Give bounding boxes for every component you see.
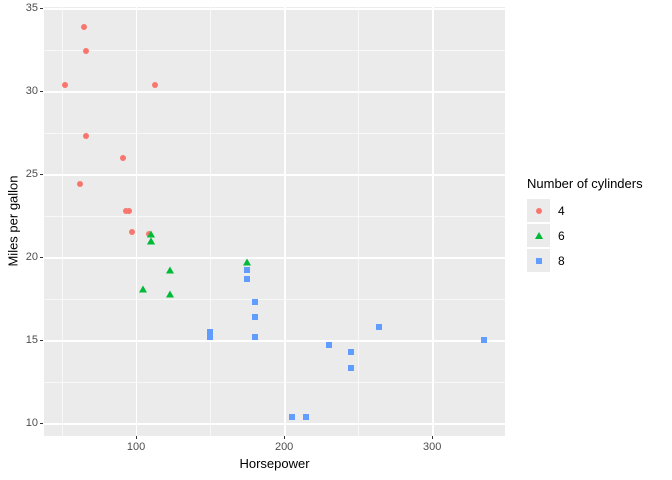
- x-tick-label: 100: [126, 441, 146, 453]
- data-point-4cyl: [81, 23, 88, 30]
- data-point-8cyl: [244, 267, 251, 274]
- data-point-6cyl: [166, 266, 175, 274]
- y-tick-mark: [40, 423, 43, 425]
- data-point-8cyl: [347, 365, 354, 372]
- y-tick-mark: [40, 174, 43, 176]
- data-point-8cyl: [251, 313, 258, 320]
- y-tick-mark: [40, 257, 43, 259]
- data-point-8cyl: [303, 413, 310, 420]
- plot-panel: [44, 7, 505, 436]
- data-point-4cyl: [61, 81, 68, 88]
- gridline: [44, 91, 505, 93]
- data-point-6cyl: [139, 285, 148, 293]
- y-tick-mark: [40, 91, 43, 93]
- x-tick-label: 200: [274, 441, 294, 453]
- legend-title: Number of cylinders: [527, 176, 643, 191]
- legend: Number of cylinders 4 6 8: [527, 176, 643, 274]
- data-point-8cyl: [347, 348, 354, 355]
- y-tick-mark: [40, 340, 43, 342]
- data-point-4cyl: [152, 81, 159, 88]
- data-point-8cyl: [207, 328, 214, 335]
- y-tick-label: 20: [25, 251, 38, 264]
- legend-label: 6: [558, 228, 565, 243]
- data-point-4cyl: [128, 229, 135, 236]
- x-tick-mark: [136, 436, 138, 439]
- gridline: [136, 7, 138, 436]
- data-point-8cyl: [251, 298, 258, 305]
- legend-label: 8: [558, 253, 565, 268]
- x-tick-label: 300: [423, 441, 442, 453]
- gridline: [284, 7, 286, 436]
- data-point-8cyl: [288, 413, 295, 420]
- y-tick-mark: [40, 8, 43, 10]
- data-point-6cyl: [166, 290, 175, 298]
- gridline: [61, 7, 63, 436]
- legend-item-6-cylinders: 6: [527, 224, 643, 247]
- x-axis-title: Horsepower: [239, 456, 310, 471]
- gridline: [358, 7, 359, 436]
- data-point-4cyl: [82, 133, 89, 140]
- data-point-8cyl: [207, 333, 214, 340]
- y-tick-label: 10: [25, 417, 38, 430]
- y-tick-label: 15: [25, 334, 38, 347]
- gridline: [44, 174, 505, 176]
- legend-key: [527, 224, 550, 247]
- data-point-4cyl: [76, 181, 83, 188]
- gridline: [432, 7, 434, 436]
- data-point-6cyl: [243, 258, 252, 266]
- gridline: [44, 132, 505, 134]
- data-points-layer: [44, 7, 505, 436]
- gridline: [44, 257, 505, 259]
- data-point-6cyl: [146, 237, 155, 245]
- legend-item-8-cylinders: 8: [527, 249, 643, 272]
- triangle-icon: [534, 232, 543, 239]
- gridline: [210, 7, 211, 436]
- y-tick-label: 35: [25, 2, 38, 15]
- legend-label: 4: [558, 203, 565, 218]
- circle-icon: [535, 207, 542, 214]
- square-icon: [535, 257, 542, 264]
- gridline: [44, 340, 505, 342]
- data-point-4cyl: [125, 207, 132, 214]
- legend-key: [527, 199, 550, 222]
- data-point-8cyl: [375, 323, 382, 330]
- legend-key: [527, 249, 550, 272]
- gridline: [44, 298, 505, 300]
- data-point-4cyl: [119, 154, 126, 161]
- legend-items: 4 6 8: [527, 199, 643, 272]
- x-tick-mark: [284, 436, 286, 439]
- data-point-8cyl: [251, 333, 258, 340]
- y-tick-label: 25: [25, 168, 38, 181]
- gridline: [44, 423, 505, 425]
- data-point-6cyl: [146, 230, 155, 238]
- legend-item-4-cylinders: 4: [527, 199, 643, 222]
- data-point-8cyl: [481, 337, 488, 344]
- y-axis-title: Miles per gallon: [5, 175, 21, 267]
- data-point-8cyl: [325, 342, 332, 349]
- gridline: [44, 8, 505, 10]
- data-point-4cyl: [82, 48, 89, 55]
- gridline: [44, 215, 505, 217]
- y-tick-label: 30: [25, 85, 38, 98]
- gridline: [44, 49, 505, 51]
- gridline: [44, 381, 505, 383]
- x-tick-mark: [432, 436, 434, 439]
- data-point-8cyl: [244, 275, 251, 282]
